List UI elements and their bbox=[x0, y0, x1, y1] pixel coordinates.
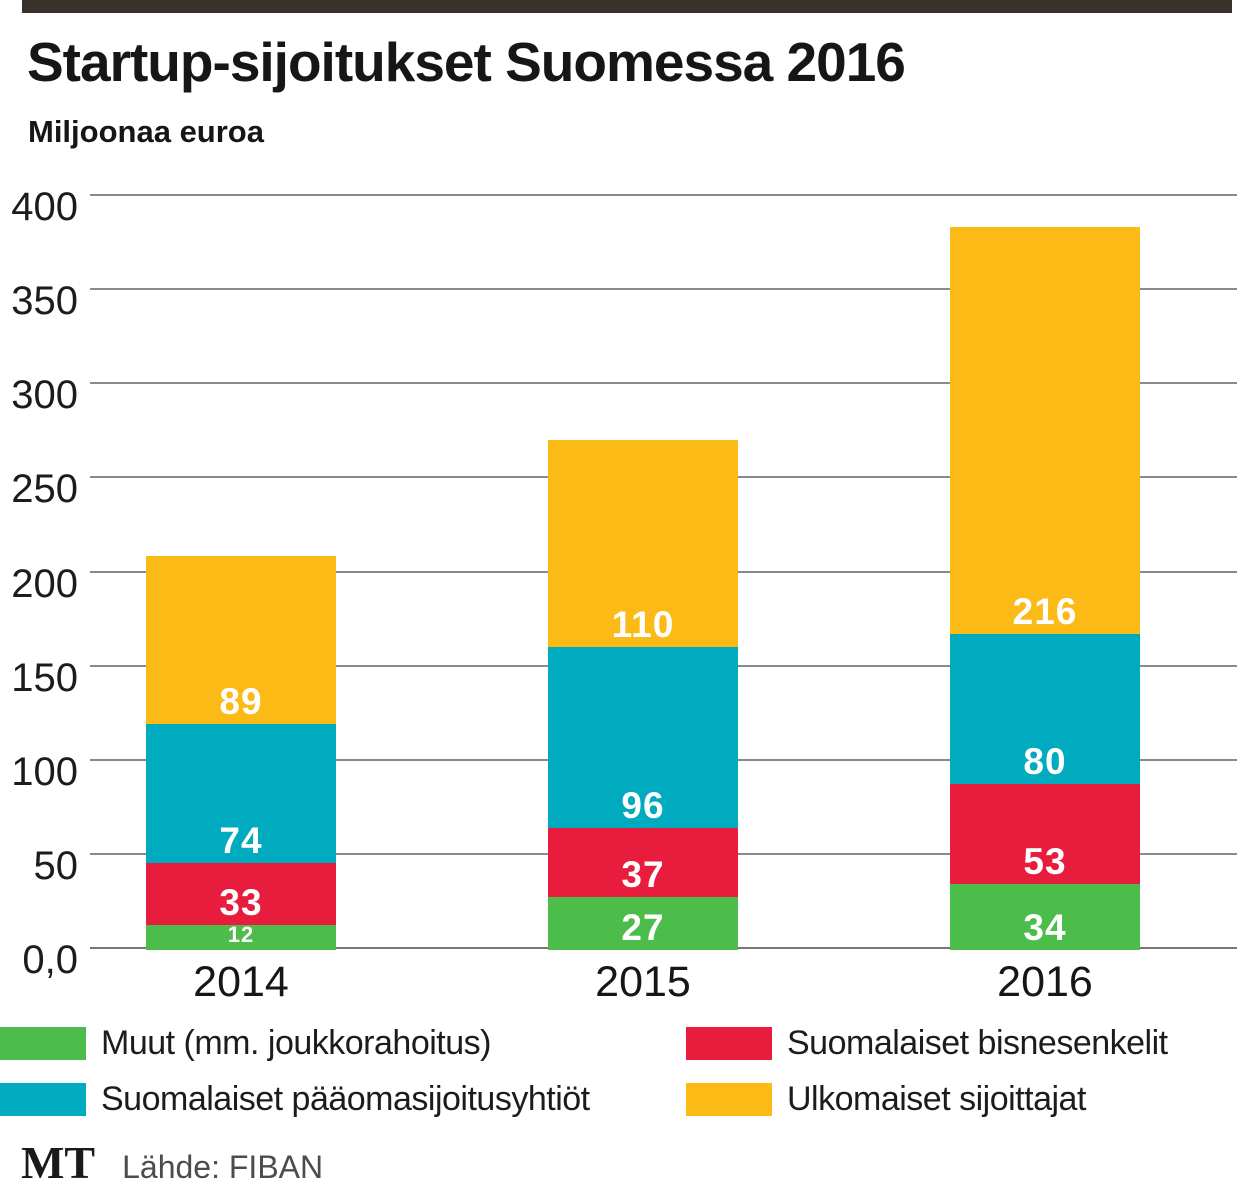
source-text: Lähde: FIBAN bbox=[122, 1149, 324, 1185]
x-axis-label: 2015 bbox=[595, 958, 691, 1006]
y-axis-unit-label: Miljoonaa euroa bbox=[28, 114, 264, 149]
legend-swatch-red bbox=[686, 1027, 772, 1060]
bar-segment: 53 bbox=[950, 784, 1140, 884]
bar-segment: 110 bbox=[548, 439, 738, 647]
bar-segment: 89 bbox=[146, 556, 336, 724]
legend-item-muut: Muut (mm. joukkorahoitus) bbox=[0, 1024, 686, 1063]
bar-segment: 12 bbox=[146, 921, 336, 950]
gridline bbox=[90, 382, 1237, 385]
y-tick-label: 400 bbox=[11, 185, 78, 229]
bar-value-label: 216 bbox=[1012, 590, 1078, 632]
legend: Muut (mm. joukkorahoitus) Suomalaiset bi… bbox=[0, 1024, 1240, 1119]
x-axis-label: 2016 bbox=[997, 958, 1093, 1006]
bar-segment: 27 bbox=[548, 897, 738, 950]
y-tick-label: 0,0 bbox=[22, 938, 78, 982]
bar-segment: 216 bbox=[950, 227, 1140, 634]
legend-item-paaomasijoitusyhtiot: Suomalaiset pääomasijoitusyhtiöt bbox=[0, 1080, 686, 1119]
gridline bbox=[90, 288, 1237, 291]
legend-item-bisnesenkelit: Suomalaiset bisnesenkelit bbox=[686, 1024, 1240, 1063]
legend-swatch-teal bbox=[0, 1083, 86, 1116]
bar-value-label: 89 bbox=[219, 680, 263, 722]
chart-title: Startup-sijoitukset Suomessa 2016 bbox=[27, 31, 906, 93]
x-axis-label: 2014 bbox=[193, 958, 289, 1006]
y-tick-label: 150 bbox=[11, 655, 78, 700]
legend-label: Suomalaiset pääomasijoitusyhtiöt bbox=[101, 1080, 590, 1118]
bar-value-label: 96 bbox=[621, 784, 665, 826]
legend-swatch-yellow bbox=[686, 1083, 772, 1116]
bar-segment: 96 bbox=[548, 646, 738, 828]
legend-label: Suomalaiset bisnesenkelit bbox=[787, 1024, 1168, 1062]
bar-segment: 33 bbox=[146, 863, 336, 926]
bar-value-label: 37 bbox=[621, 854, 665, 896]
legend-label: Ulkomaiset sijoittajat bbox=[787, 1080, 1086, 1118]
bar-segment: 37 bbox=[548, 827, 738, 898]
bar-value-label: 33 bbox=[219, 882, 263, 924]
mt-logo: MT bbox=[21, 1137, 96, 1188]
bar-value-label: 53 bbox=[1023, 840, 1067, 882]
top-accent-bar bbox=[22, 0, 1232, 13]
bar-value-label: 12 bbox=[227, 921, 255, 947]
legend-label: Muut (mm. joukkorahoitus) bbox=[101, 1024, 491, 1062]
y-tick-label: 50 bbox=[33, 843, 79, 888]
bar-value-label: 74 bbox=[219, 820, 263, 862]
bar-segment: 34 bbox=[950, 883, 1140, 950]
bar-segment: 74 bbox=[146, 723, 336, 864]
bar-segment: 80 bbox=[950, 633, 1140, 785]
y-tick-label: 300 bbox=[11, 373, 78, 418]
y-tick-label: 250 bbox=[11, 467, 78, 512]
footer: MT Lähde: FIBAN bbox=[21, 1136, 323, 1189]
legend-item-ulkomaiset: Ulkomaiset sijoittajat bbox=[686, 1080, 1240, 1119]
bar-value-label: 80 bbox=[1023, 741, 1067, 783]
legend-swatch-green bbox=[0, 1027, 86, 1060]
bar-value-label: 27 bbox=[621, 906, 665, 948]
bar-value-label: 110 bbox=[611, 603, 675, 645]
gridline bbox=[90, 194, 1237, 196]
y-tick-label: 200 bbox=[11, 561, 78, 606]
y-tick-label: 350 bbox=[11, 279, 78, 324]
bar-value-label: 34 bbox=[1023, 906, 1067, 948]
y-tick-label: 100 bbox=[11, 749, 78, 794]
